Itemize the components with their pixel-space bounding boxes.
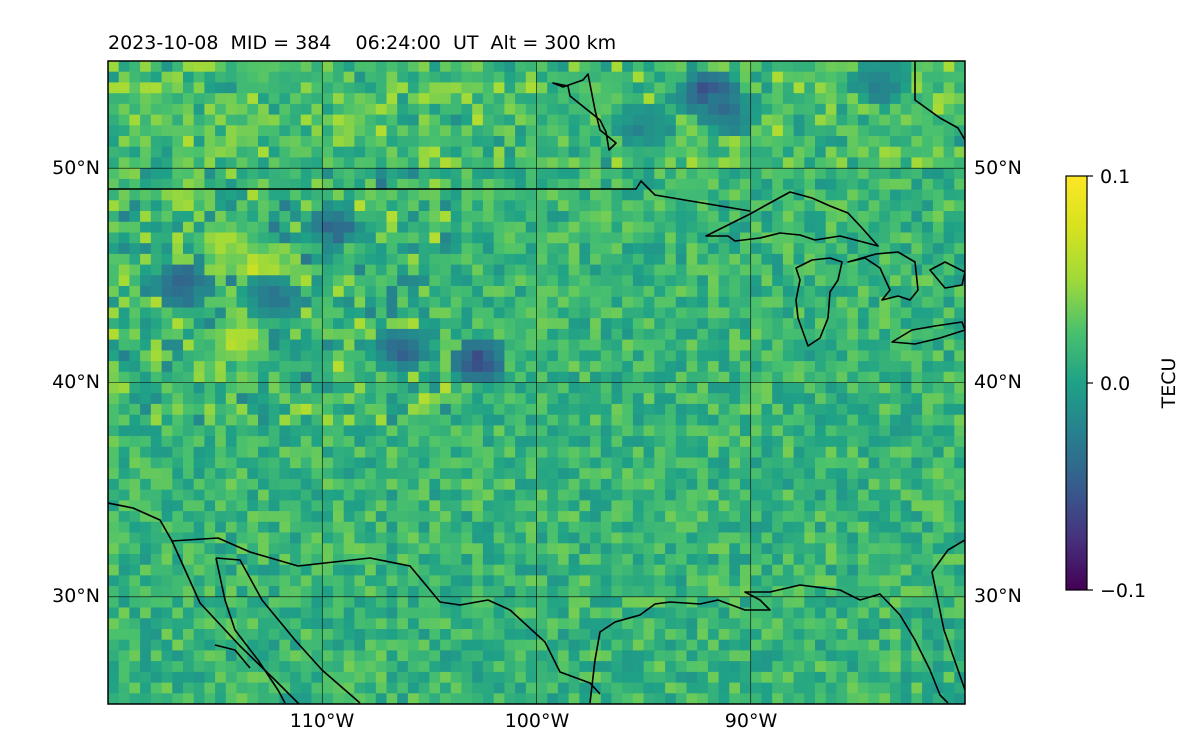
lon-tick-110w: 110°W	[290, 710, 355, 732]
coastlines	[108, 61, 965, 704]
tec-field	[108, 61, 965, 704]
lat-axis-right: 50°N 40°N 30°N	[974, 157, 1022, 607]
lat-tick-right-40: 40°N	[974, 371, 1022, 393]
colorbar-label: TECU	[1158, 358, 1180, 410]
lat-tick-left-50: 50°N	[52, 157, 100, 179]
lat-tick-right-30: 30°N	[974, 585, 1022, 607]
map-title: 2023-10-08 MID = 384 06:24:00 UT Alt = 3…	[108, 32, 616, 54]
quebec-coast	[914, 61, 965, 141]
pacific-coast	[108, 502, 301, 704]
lat-tick-left-30: 30°N	[52, 585, 100, 607]
colorbar-tick-max: 0.1	[1100, 166, 1130, 188]
colorbar-gradient	[1065, 175, 1088, 591]
lake-huron	[847, 251, 919, 301]
lake-erie	[891, 321, 965, 345]
map-frame	[107, 60, 966, 705]
lake-superior	[705, 191, 879, 247]
lat-axis-left: 50°N 40°N 30°N	[52, 157, 100, 607]
lake-michigan	[795, 257, 843, 347]
baja-peninsula	[214, 557, 361, 704]
grid-lines	[108, 61, 965, 704]
florida-atlantic-coast	[931, 539, 965, 691]
us-mexico-border	[171, 537, 601, 695]
lake-ontario	[929, 261, 965, 289]
hudson-bay-coast	[552, 73, 617, 151]
gulf-coast	[589, 584, 949, 704]
colorbar-tick-min: −0.1	[1100, 580, 1146, 602]
lat-tick-right-50: 50°N	[974, 157, 1022, 179]
us-canada-border	[108, 180, 751, 212]
colorbar: 0.1 0.0 −0.1 TECU	[1065, 166, 1180, 602]
lon-tick-90w: 90°W	[725, 710, 778, 732]
lat-tick-left-40: 40°N	[52, 371, 100, 393]
colorbar-tick-zero: 0.0	[1100, 373, 1130, 395]
lon-axis: 110°W 100°W 90°W	[290, 710, 778, 732]
lon-tick-100w: 100°W	[505, 710, 570, 732]
